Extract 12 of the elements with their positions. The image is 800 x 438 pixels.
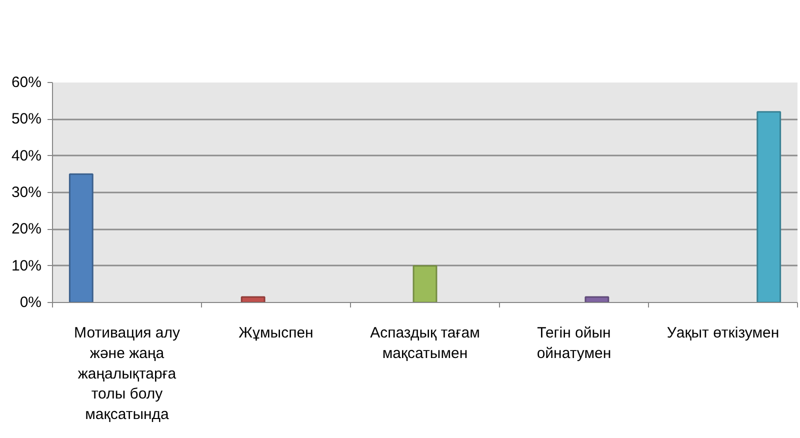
x-tick-label: Тегін ойын ойнатумен: [536, 324, 612, 362]
x-tick-label: Жұмыспен: [238, 324, 314, 342]
y-tick-label: 60%: [11, 74, 42, 91]
x-tick-label: Аспаздық тағам мақсатымен: [370, 324, 480, 362]
y-tick-label: 0%: [20, 294, 42, 311]
y-tick-label: 30%: [11, 184, 42, 201]
y-tick-label: 40%: [11, 147, 42, 164]
y-tick-label: 10%: [11, 257, 42, 274]
y-tick-label: 50%: [11, 110, 42, 128]
x-tick-label: Уақыт өткізумен: [666, 324, 780, 342]
y-tick-label: 20%: [11, 220, 42, 238]
x-tick-label: Мотивация алу және жаңа жаңалықтарға толы болу мақсатында: [74, 324, 180, 424]
